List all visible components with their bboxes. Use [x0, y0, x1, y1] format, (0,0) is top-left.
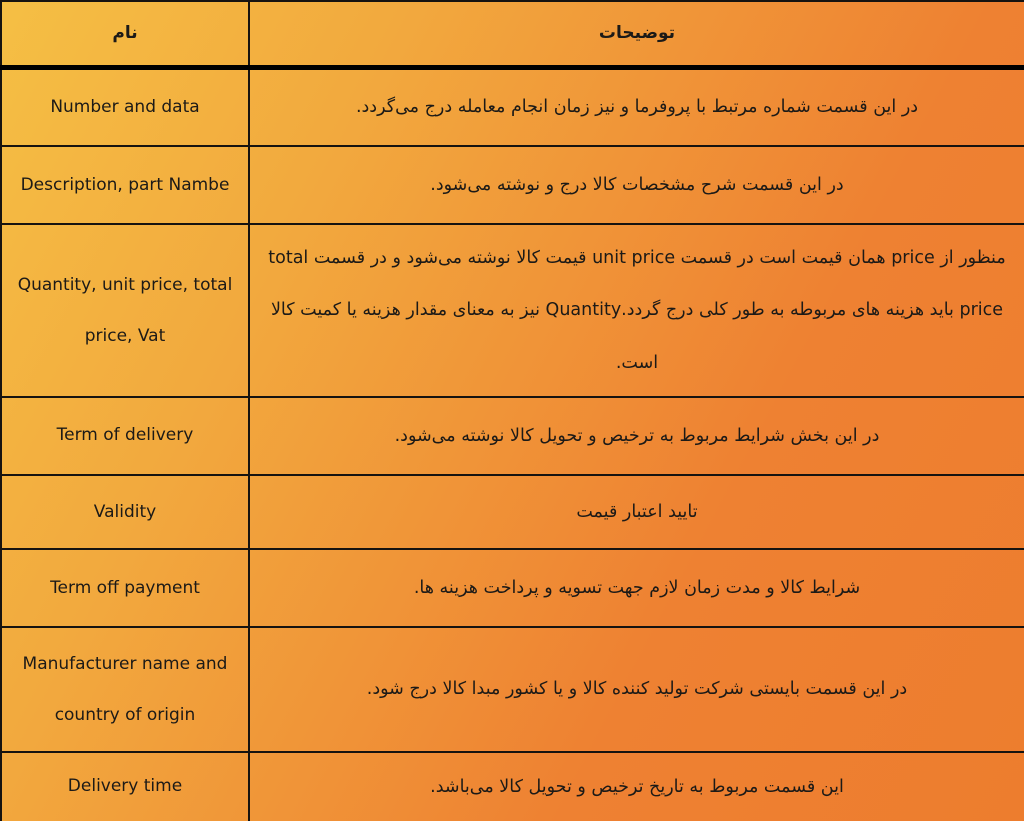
- header-row: نام توضیحات: [0, 0, 1024, 70]
- row-description: این قسمت مربوط به تاریخ ترخیص و تحویل کا…: [248, 750, 1024, 821]
- row-name: Manufacturer name and country of origin: [0, 626, 250, 753]
- header-description-cell: توضیحات: [248, 0, 1024, 70]
- row-name: Quantity, unit price, total price, Vat: [0, 223, 250, 398]
- row-name: Term of delivery: [0, 395, 250, 477]
- table-row: Validity تایید اعتبار قیمت: [0, 474, 1024, 551]
- row-name: Description, part Nambe: [0, 145, 250, 226]
- table-row: Term of delivery در این بخش شرایط مربوط …: [0, 395, 1024, 477]
- row-description: در این قسمت بایستی شرکت تولید کننده کالا…: [248, 626, 1024, 753]
- row-name: Validity: [0, 474, 250, 551]
- table-row: Manufacturer name and country of origin …: [0, 626, 1024, 753]
- row-description: در این قسمت شماره مرتبط با پروفرما و نیز…: [248, 65, 1024, 148]
- row-description: در این بخش شرایط مربوط به ترخیص و تحویل …: [248, 395, 1024, 477]
- row-name: Term off payment: [0, 548, 250, 629]
- header-name-cell: نام: [0, 0, 250, 70]
- table-row: Description, part Nambe در این قسمت شرح …: [0, 145, 1024, 226]
- row-name: Number and data: [0, 65, 250, 148]
- row-description: در این قسمت شرح مشخصات کالا درج و نوشته …: [248, 145, 1024, 226]
- row-description: شرایط کالا و مدت زمان لازم جهت تسویه و پ…: [248, 548, 1024, 629]
- table-row: Quantity, unit price, total price, Vat م…: [0, 223, 1024, 398]
- table-row: Delivery time این قسمت مربوط به تاریخ تر…: [0, 750, 1024, 821]
- table-row: Term off payment شرایط کالا و مدت زمان ل…: [0, 548, 1024, 629]
- row-name: Delivery time: [0, 750, 250, 821]
- row-description: تایید اعتبار قیمت: [248, 474, 1024, 551]
- table-row: Number and data در این قسمت شماره مرتبط …: [0, 65, 1024, 148]
- row-description: منظور از price همان قیمت است در قسمت uni…: [248, 223, 1024, 398]
